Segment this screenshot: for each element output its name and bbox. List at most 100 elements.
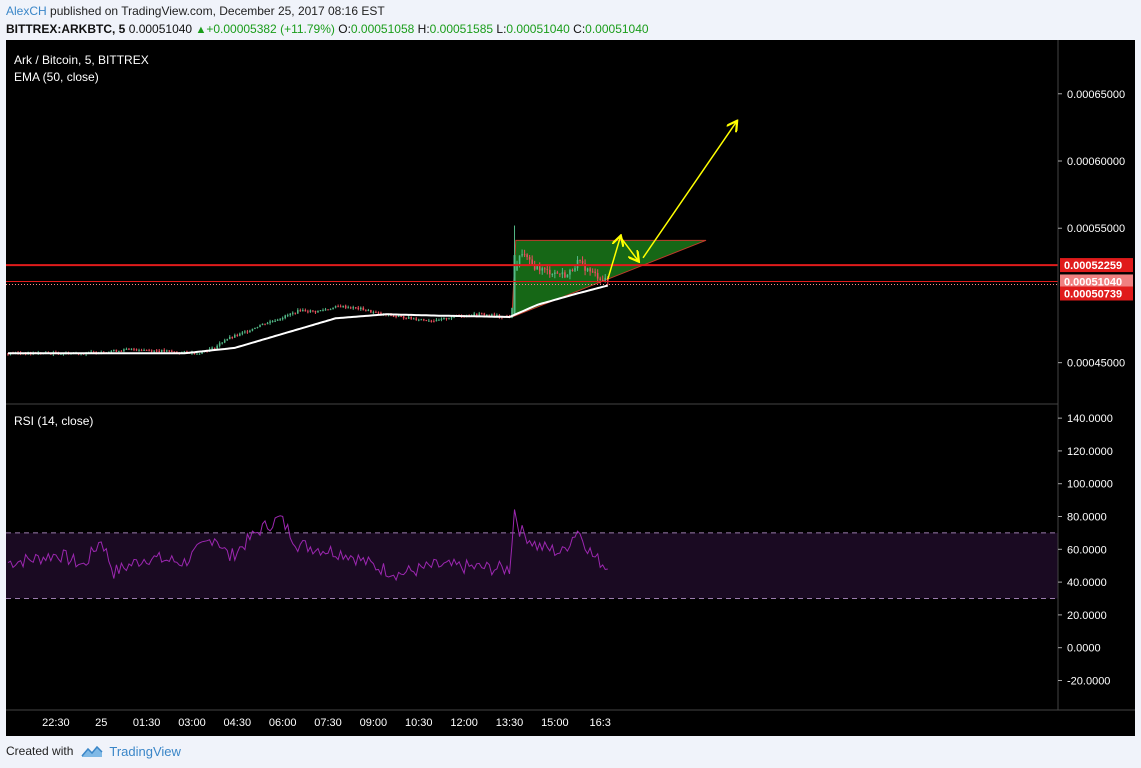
rsi-line — [7, 509, 608, 582]
candle-body — [160, 349, 163, 352]
chart-background — [6, 40, 1135, 736]
candle-body — [407, 316, 410, 319]
rsi-pane[interactable] — [6, 509, 1058, 599]
candle-body — [528, 257, 531, 260]
time-tick-label: 13:30 — [496, 717, 524, 729]
chart-area[interactable]: 0.00065000 0.00060000 0.00055000 0.00045000… — [6, 40, 1135, 736]
candle-body — [483, 313, 486, 316]
candle-body — [110, 351, 113, 353]
candle-body — [420, 319, 423, 321]
price-label-badge — [1060, 286, 1133, 301]
candle-body — [297, 310, 299, 314]
candle-body — [135, 349, 138, 351]
candle-body — [317, 310, 319, 313]
candle-body — [601, 279, 604, 281]
candle-body — [543, 268, 546, 270]
author-link[interactable]: AlexCH — [6, 4, 47, 18]
candle-body — [226, 339, 229, 341]
candle-body — [165, 350, 168, 352]
price-change: +0.00005382 (+11.79%) — [206, 22, 335, 36]
candle-body — [201, 351, 203, 354]
candle-body — [440, 318, 443, 320]
time-tick-label: 25 — [95, 717, 107, 729]
candle-body — [337, 306, 339, 308]
time-tick-label: 16:3 — [589, 717, 610, 729]
candle-body — [304, 310, 307, 312]
candle-body — [375, 311, 377, 313]
chart-svg[interactable]: 0.00065000 0.00060000 0.00055000 0.00045000… — [6, 40, 1135, 736]
candle-body — [546, 268, 549, 270]
rsi-tick-label: 60.0000 — [1067, 544, 1107, 556]
candle-body — [423, 319, 425, 321]
candle-body — [445, 317, 448, 319]
candle-body — [143, 349, 145, 351]
candle-body — [380, 312, 382, 315]
candle-body — [450, 317, 453, 319]
time-tick-label: 09:00 — [360, 717, 388, 729]
candle-body — [138, 350, 140, 352]
annotation-arrow — [642, 122, 736, 259]
candle-body — [286, 315, 289, 317]
candle-body — [133, 348, 135, 350]
tradingview-logo-icon[interactable] — [81, 744, 103, 758]
candle-body — [186, 351, 188, 353]
candle-body — [140, 350, 143, 352]
candle-body — [581, 261, 584, 264]
publish-info: published on TradingView.com, December 2… — [50, 4, 385, 18]
candle-body — [211, 347, 213, 349]
time-tick-label: 10:30 — [405, 717, 433, 729]
candle-body — [561, 272, 564, 275]
candle-body — [584, 263, 586, 271]
candle-body — [559, 273, 561, 275]
candle-body — [516, 264, 518, 271]
candle-body — [319, 310, 322, 312]
candle-body — [571, 269, 574, 271]
time-tick-label: 06:00 — [269, 717, 297, 729]
candle-body — [606, 277, 609, 282]
candle-body — [591, 271, 594, 273]
candle-body — [574, 268, 576, 271]
candle-body — [123, 349, 125, 352]
rsi-tick-label: 80.0000 — [1067, 512, 1107, 524]
candle-body — [425, 319, 428, 321]
candle-body — [153, 350, 155, 352]
candle-body — [251, 328, 254, 331]
candle-body — [579, 259, 581, 262]
candle-body — [155, 350, 158, 352]
candle-body — [541, 268, 544, 271]
time-tick-label: 07:30 — [314, 717, 342, 729]
price-label-text: 0.00050739 — [1064, 289, 1122, 301]
candle-body — [586, 268, 589, 271]
candle-body — [261, 323, 264, 326]
candle-body — [294, 312, 297, 314]
candle-body — [322, 310, 324, 312]
ema-line — [8, 284, 609, 355]
symbol-label: BITTREX:ARKBTC, 5 — [6, 22, 126, 36]
candle-body — [526, 254, 528, 258]
candle-body — [236, 335, 239, 337]
candle-body — [193, 352, 196, 355]
candle-body — [480, 313, 483, 315]
candle-body — [309, 310, 312, 312]
tradingview-link[interactable]: TradingView — [109, 743, 181, 759]
candle-body — [332, 307, 334, 310]
candle-body — [556, 272, 559, 274]
high-value: 0.00051585 — [429, 22, 494, 36]
close-label: C: — [573, 22, 586, 36]
candle-body — [228, 336, 231, 340]
candle-body — [397, 316, 400, 318]
candle-body — [395, 316, 397, 318]
candle-body — [491, 314, 493, 316]
time-tick-label: 15:00 — [541, 717, 569, 729]
candle-body — [521, 254, 523, 256]
candle-body — [410, 316, 412, 319]
high-label: H: — [417, 22, 430, 36]
candle-body — [234, 335, 236, 338]
candle-body — [531, 259, 533, 266]
price-pane[interactable] — [6, 122, 1058, 357]
candle-body — [365, 310, 367, 312]
candle-body — [417, 319, 420, 321]
candle-body — [120, 350, 123, 352]
time-tick-label: 03:00 — [178, 717, 206, 729]
candle-body — [239, 333, 241, 336]
